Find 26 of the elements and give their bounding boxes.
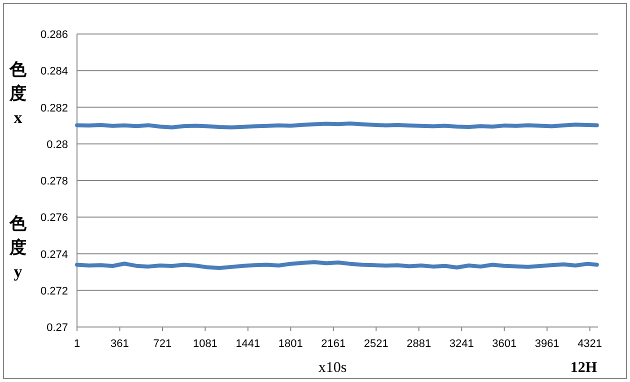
- x-tick-label: 1801: [278, 338, 303, 350]
- y-tick-label: 0.284: [40, 66, 68, 78]
- x-tick-label: 4321: [578, 338, 602, 350]
- x-axis-title: x10s: [318, 360, 347, 376]
- x-tick-label: 721: [153, 338, 172, 350]
- y-tick-label: 0.28: [46, 138, 68, 151]
- x-tick-label: 3241: [449, 338, 474, 350]
- x-tick-label: 1: [74, 338, 80, 350]
- y-tick-label: 0.282: [40, 102, 68, 114]
- x-tick-label: 1081: [192, 338, 218, 350]
- x-tick-label: 2881: [406, 338, 432, 350]
- x-tick-label: 1441: [236, 338, 260, 350]
- y-tick-label: 0.27: [46, 322, 68, 334]
- y-tick-label: 0.286: [40, 29, 68, 41]
- x-tick-label: 3601: [492, 338, 517, 350]
- text: 12H: [570, 360, 598, 376]
- x-tick-label: 2521: [364, 338, 388, 350]
- y-tick-label: 0.278: [40, 176, 68, 188]
- y-tick-label: 0.276: [40, 212, 68, 224]
- x-tick-label: 361: [110, 338, 129, 350]
- x-tick-label: 2161: [321, 338, 346, 350]
- text: 色度y: [8, 214, 28, 281]
- y-tick-label: 0.272: [40, 285, 68, 298]
- y-tick-label: 0.274: [40, 248, 68, 261]
- text: 色度x: [8, 60, 28, 127]
- x-tick-label: 3961: [534, 338, 560, 350]
